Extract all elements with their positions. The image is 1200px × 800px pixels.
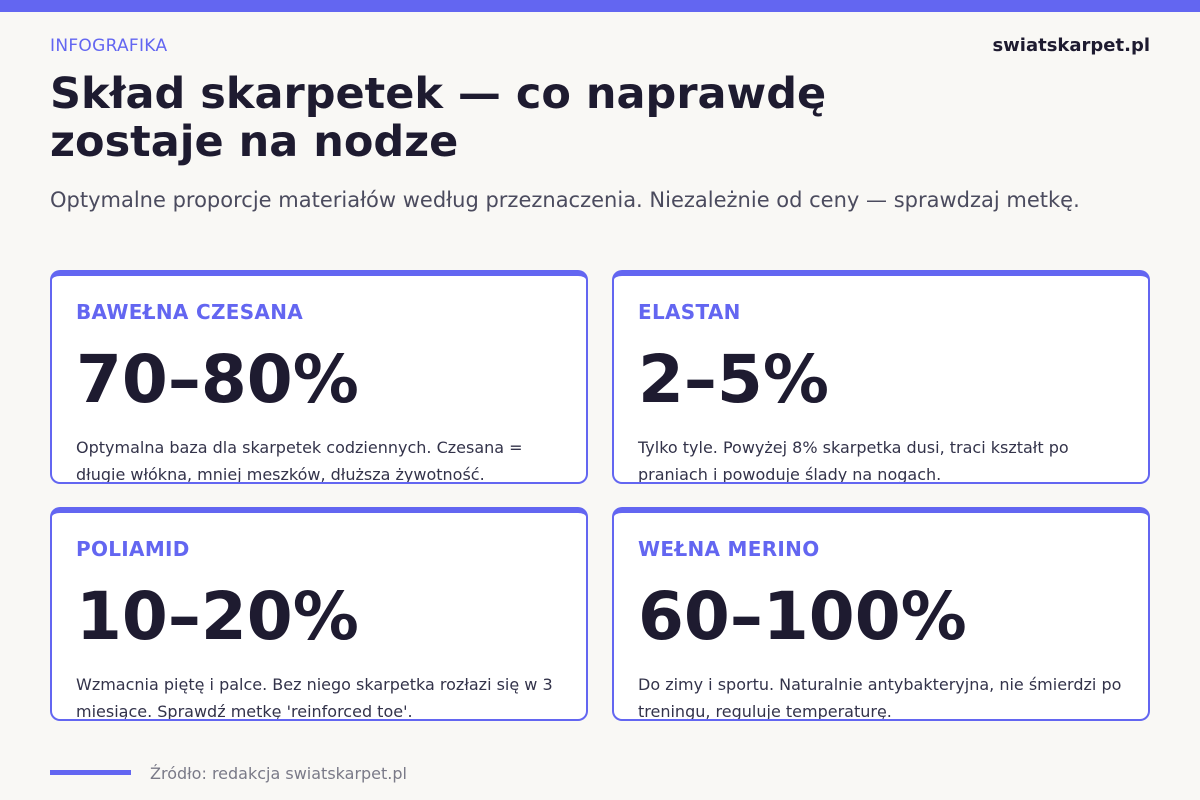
material-card-polyamide: POLIAMID 10–20% Wzmacnia piętę i palce. … [50, 507, 588, 721]
card-description: Optymalna baza dla skarpetek codziennych… [76, 438, 523, 484]
card-value: 2–5% [638, 341, 829, 418]
page-subtitle: Optymalne proporcje materiałów według pr… [50, 188, 1080, 212]
card-description: Do zimy i sportu. Naturalnie antybaktery… [638, 675, 1122, 721]
card-label: WEŁNA MERINO [638, 537, 820, 561]
card-label: POLIAMID [76, 537, 190, 561]
page-title: Skład skarpetek — co naprawdę zostaje na… [50, 69, 827, 167]
card-label: ELASTAN [638, 300, 741, 324]
card-description: Tylko tyle. Powyżej 8% skarpetka dusi, t… [638, 438, 1069, 484]
card-value: 70–80% [76, 341, 359, 418]
eyebrow-label: INFOGRAFIKA [50, 36, 168, 56]
brand-name: swiatskarpet.pl [992, 35, 1150, 56]
card-value: 60–100% [638, 578, 967, 655]
footer-accent-line [50, 770, 131, 775]
card-value: 10–20% [76, 578, 359, 655]
material-card-merino: WEŁNA MERINO 60–100% Do zimy i sportu. N… [612, 507, 1150, 721]
card-description: Wzmacnia piętę i palce. Bez niego skarpe… [76, 675, 553, 721]
material-card-elastane: ELASTAN 2–5% Tylko tyle. Powyżej 8% skar… [612, 270, 1150, 484]
material-card-cotton: BAWEŁNA CZESANA 70–80% Optymalna baza dl… [50, 270, 588, 484]
card-label: BAWEŁNA CZESANA [76, 300, 304, 324]
source-note: Źródło: redakcja swiatskarpet.pl [150, 764, 407, 783]
top-accent-bar [0, 0, 1200, 12]
